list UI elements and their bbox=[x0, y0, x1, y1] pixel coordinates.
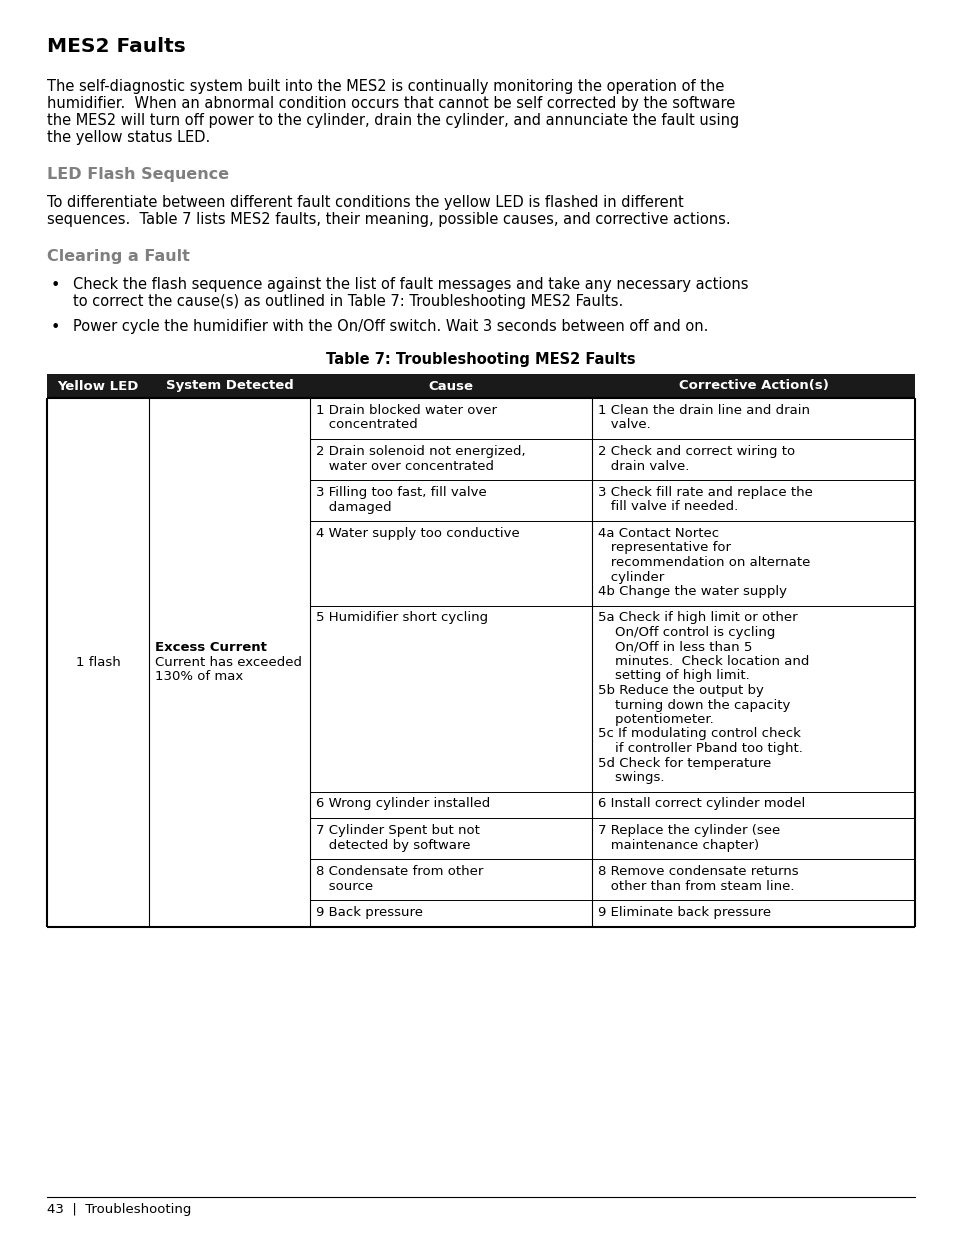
Text: turning down the capacity: turning down the capacity bbox=[598, 699, 790, 711]
Text: 6 Wrong cylinder installed: 6 Wrong cylinder installed bbox=[315, 798, 490, 810]
Text: 4 Water supply too conductive: 4 Water supply too conductive bbox=[315, 527, 519, 540]
Text: setting of high limit.: setting of high limit. bbox=[598, 669, 749, 683]
Text: 4a Contact Nortec: 4a Contact Nortec bbox=[598, 527, 719, 540]
Text: 5a Check if high limit or other: 5a Check if high limit or other bbox=[598, 611, 797, 625]
Text: MES2 Faults: MES2 Faults bbox=[47, 37, 186, 56]
Text: Clearing a Fault: Clearing a Fault bbox=[47, 249, 190, 264]
Text: 3 Filling too fast, fill valve: 3 Filling too fast, fill valve bbox=[315, 487, 486, 499]
Text: cylinder: cylinder bbox=[598, 571, 663, 583]
Text: 5b Reduce the output by: 5b Reduce the output by bbox=[598, 684, 763, 697]
Text: 1 flash: 1 flash bbox=[75, 656, 120, 668]
Text: Power cycle the humidifier with the On/Off switch. Wait 3 seconds between off an: Power cycle the humidifier with the On/O… bbox=[73, 319, 708, 333]
Text: Corrective Action(s): Corrective Action(s) bbox=[678, 379, 827, 393]
Text: drain valve.: drain valve. bbox=[598, 459, 689, 473]
Text: Check the flash sequence against the list of fault messages and take any necessa: Check the flash sequence against the lis… bbox=[73, 277, 748, 291]
Text: maintenance chapter): maintenance chapter) bbox=[598, 839, 759, 851]
Text: The self-diagnostic system built into the MES2 is continually monitoring the ope: The self-diagnostic system built into th… bbox=[47, 79, 723, 94]
Text: source: source bbox=[315, 879, 373, 893]
Text: Table 7: Troubleshooting MES2 Faults: Table 7: Troubleshooting MES2 Faults bbox=[326, 352, 635, 367]
Text: if controller Pband too tight.: if controller Pband too tight. bbox=[598, 742, 802, 755]
Text: Cause: Cause bbox=[428, 379, 473, 393]
Text: other than from steam line.: other than from steam line. bbox=[598, 879, 794, 893]
Text: Current has exceeded: Current has exceeded bbox=[155, 656, 302, 668]
Text: the yellow status LED.: the yellow status LED. bbox=[47, 130, 210, 144]
Text: 130% of max: 130% of max bbox=[155, 671, 243, 683]
Text: 8 Condensate from other: 8 Condensate from other bbox=[315, 864, 483, 878]
Bar bbox=[47, 374, 914, 398]
Text: humidifier.  When an abnormal condition occurs that cannot be self corrected by : humidifier. When an abnormal condition o… bbox=[47, 96, 735, 111]
Text: On/Off control is cycling: On/Off control is cycling bbox=[598, 626, 775, 638]
Text: 43  |  Troubleshooting: 43 | Troubleshooting bbox=[47, 1203, 192, 1216]
Text: detected by software: detected by software bbox=[315, 839, 470, 851]
Text: Excess Current: Excess Current bbox=[155, 641, 267, 655]
Text: •: • bbox=[51, 278, 60, 293]
Text: 4b Change the water supply: 4b Change the water supply bbox=[598, 585, 786, 598]
Text: 9 Back pressure: 9 Back pressure bbox=[315, 906, 422, 919]
Text: water over concentrated: water over concentrated bbox=[315, 459, 494, 473]
Text: minutes.  Check location and: minutes. Check location and bbox=[598, 655, 809, 668]
Text: damaged: damaged bbox=[315, 500, 392, 514]
Text: representative for: representative for bbox=[598, 541, 730, 555]
Text: 5 Humidifier short cycling: 5 Humidifier short cycling bbox=[315, 611, 488, 625]
Text: sequences.  Table 7 lists MES2 faults, their meaning, possible causes, and corre: sequences. Table 7 lists MES2 faults, th… bbox=[47, 212, 730, 227]
Text: 2 Drain solenoid not energized,: 2 Drain solenoid not energized, bbox=[315, 445, 525, 458]
Text: 6 Install correct cylinder model: 6 Install correct cylinder model bbox=[598, 798, 804, 810]
Text: •: • bbox=[51, 320, 60, 335]
Text: to correct the cause(s) as outlined in Table 7: Troubleshooting MES2 Faults.: to correct the cause(s) as outlined in T… bbox=[73, 294, 622, 309]
Text: swings.: swings. bbox=[598, 771, 664, 784]
Text: 7 Cylinder Spent but not: 7 Cylinder Spent but not bbox=[315, 824, 479, 837]
Text: potentiometer.: potentiometer. bbox=[598, 713, 713, 726]
Text: 8 Remove condensate returns: 8 Remove condensate returns bbox=[598, 864, 798, 878]
Text: fill valve if needed.: fill valve if needed. bbox=[598, 500, 738, 514]
Text: valve.: valve. bbox=[598, 419, 650, 431]
Text: 7 Replace the cylinder (see: 7 Replace the cylinder (see bbox=[598, 824, 780, 837]
Text: On/Off in less than 5: On/Off in less than 5 bbox=[598, 641, 752, 653]
Text: 5d Check for temperature: 5d Check for temperature bbox=[598, 757, 771, 769]
Text: 1 Drain blocked water over: 1 Drain blocked water over bbox=[315, 404, 497, 417]
Text: the MES2 will turn off power to the cylinder, drain the cylinder, and annunciate: the MES2 will turn off power to the cyli… bbox=[47, 112, 739, 128]
Text: System Detected: System Detected bbox=[166, 379, 294, 393]
Text: To differentiate between different fault conditions the yellow LED is flashed in: To differentiate between different fault… bbox=[47, 195, 683, 210]
Text: concentrated: concentrated bbox=[315, 419, 417, 431]
Text: 3 Check fill rate and replace the: 3 Check fill rate and replace the bbox=[598, 487, 812, 499]
Text: 9 Eliminate back pressure: 9 Eliminate back pressure bbox=[598, 906, 770, 919]
Text: Yellow LED: Yellow LED bbox=[57, 379, 139, 393]
Text: recommendation on alternate: recommendation on alternate bbox=[598, 556, 810, 569]
Text: 1 Clean the drain line and drain: 1 Clean the drain line and drain bbox=[598, 404, 809, 417]
Text: LED Flash Sequence: LED Flash Sequence bbox=[47, 167, 229, 182]
Text: 5c If modulating control check: 5c If modulating control check bbox=[598, 727, 801, 741]
Text: 2 Check and correct wiring to: 2 Check and correct wiring to bbox=[598, 445, 795, 458]
